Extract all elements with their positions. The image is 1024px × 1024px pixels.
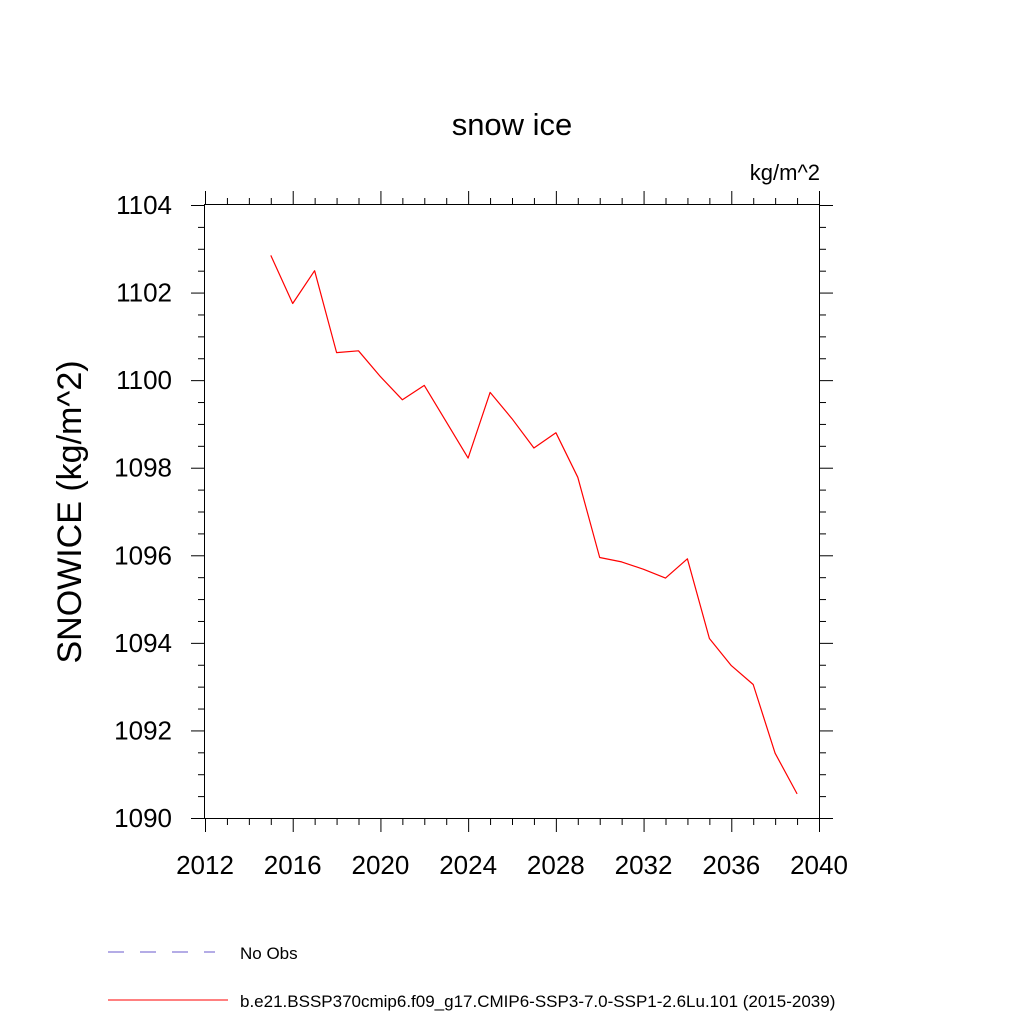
chart-title: snow ice [452, 107, 573, 142]
y-tick-label: 1090 [114, 803, 172, 833]
x-tick-label: 2032 [615, 850, 673, 880]
y-tick-label: 1096 [114, 540, 172, 570]
x-tick-label: 2020 [352, 850, 410, 880]
legend: No Obs b.e21.BSSP370cmip6.f09_g17.CMIP6-S… [108, 944, 835, 1011]
axis-ticks [191, 191, 833, 832]
x-tick-label: 2012 [176, 850, 234, 880]
x-tick-label: 2024 [439, 850, 497, 880]
legend-label: b.e21.BSSP370cmip6.f09_g17.CMIP6-SSP3-7.… [240, 992, 835, 1011]
units-label: kg/m^2 [750, 160, 820, 185]
y-tick-label: 1092 [114, 715, 172, 745]
y-axis-label: SNOWICE (kg/m^2) [51, 360, 89, 663]
tick-labels: 2012 2016 2020 2024 2028 2032 2036 2040 1090 1092… [114, 190, 848, 880]
y-tick-label: 1098 [114, 453, 172, 483]
series-layer [270, 255, 798, 795]
y-tick-label: 1104 [116, 190, 172, 220]
x-tick-label: 2036 [702, 850, 760, 880]
y-tick-label: 1102 [116, 278, 172, 308]
y-tick-label: 1094 [114, 628, 172, 658]
y-tick-label: 1100 [116, 365, 172, 395]
series-line [270, 255, 798, 795]
x-tick-label: 2016 [264, 850, 322, 880]
x-tick-label: 2040 [790, 850, 848, 880]
legend-label: No Obs [240, 944, 298, 963]
x-tick-label: 2028 [527, 850, 585, 880]
